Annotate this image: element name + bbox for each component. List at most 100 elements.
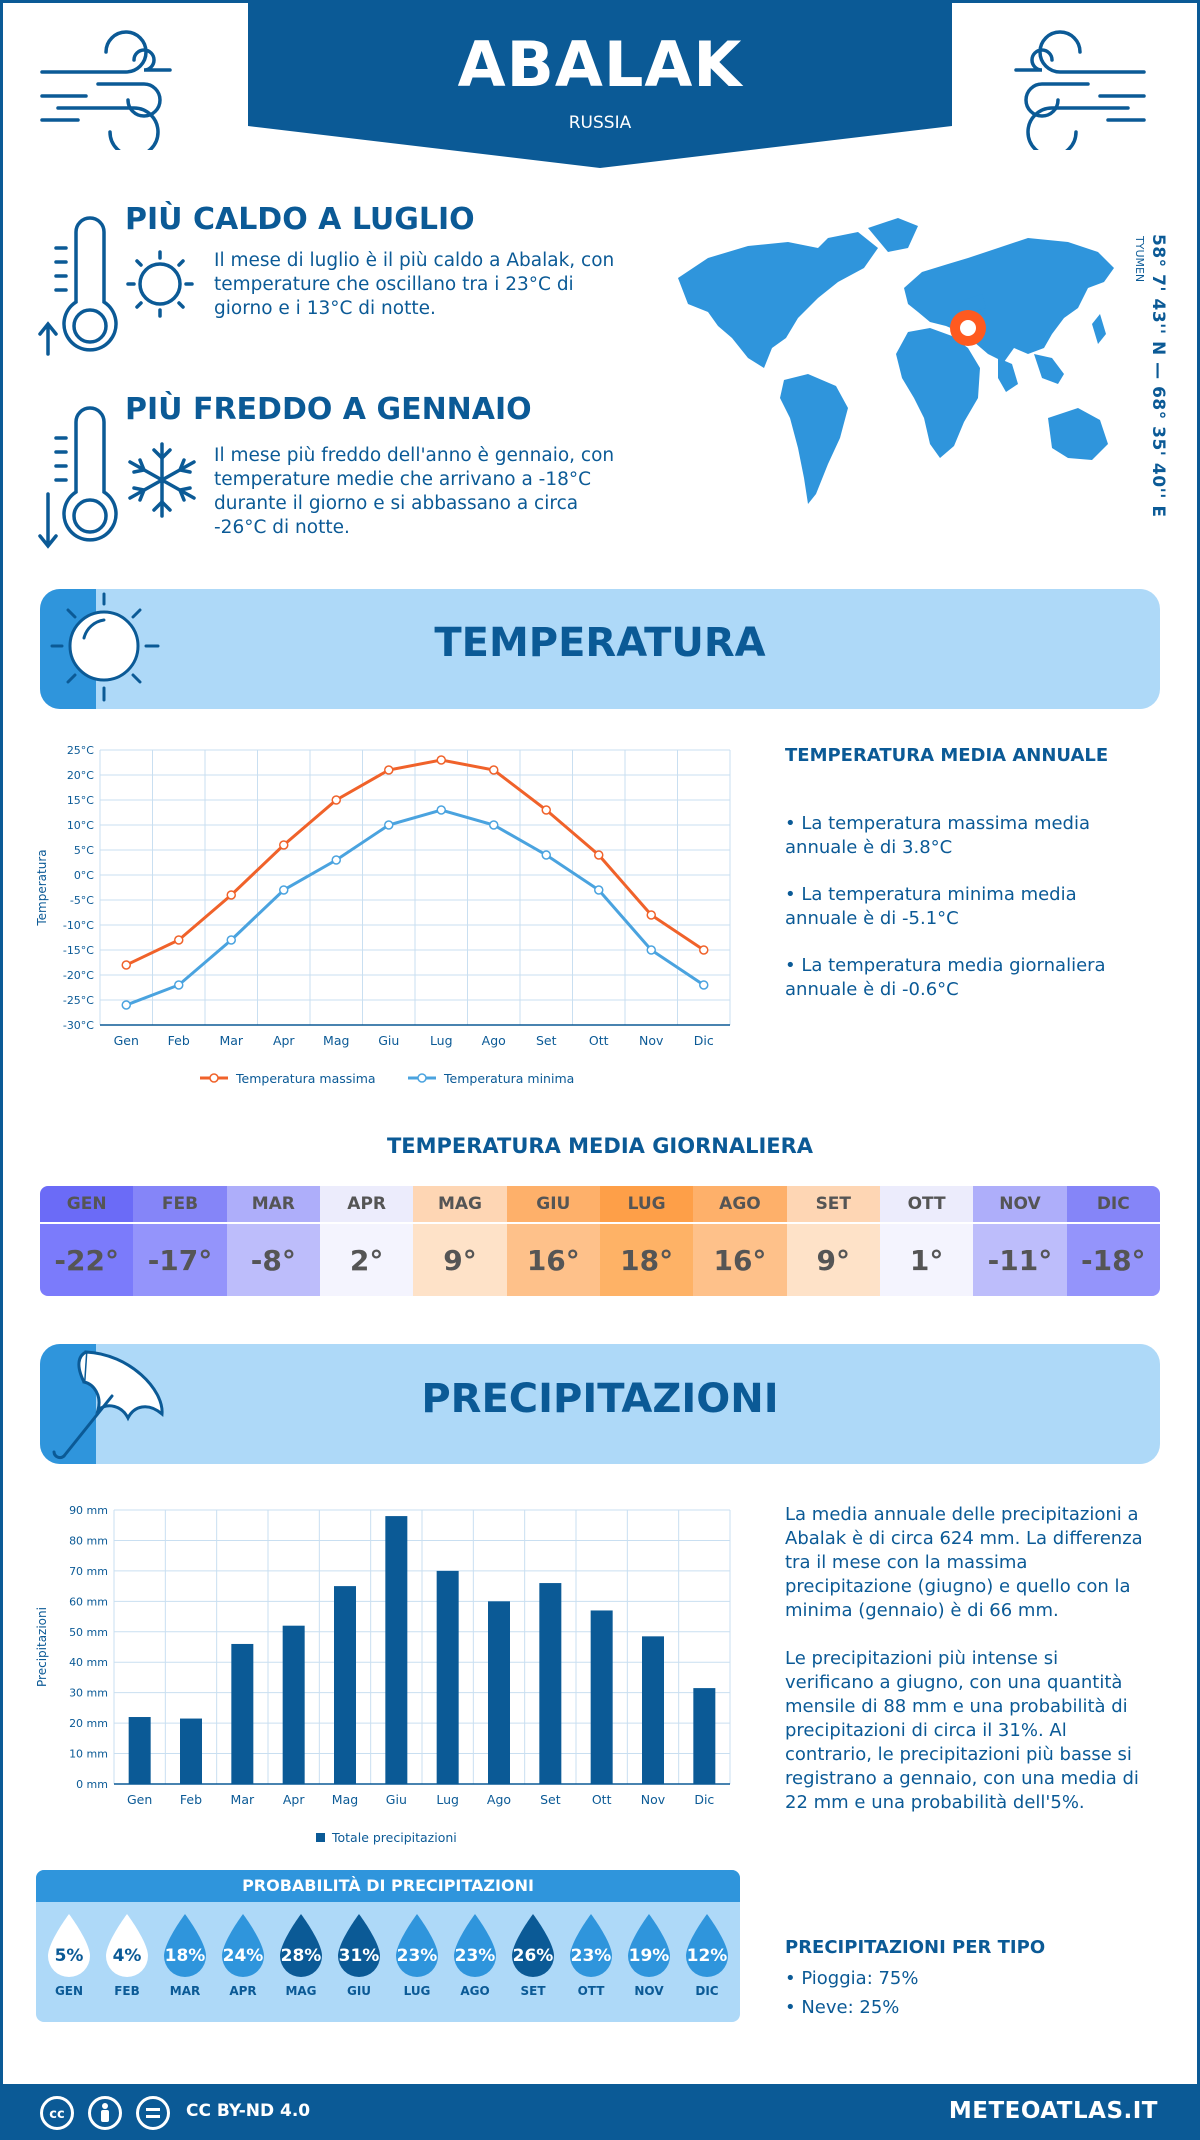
probability-item: 26% SET <box>504 1912 562 1998</box>
umbrella-rain-icon <box>52 1350 164 1460</box>
temperature-chart: 25°C 20°C 15°C 10°C 5°C 0°C -5°C -10°C -15°C -20°… <box>35 744 731 1086</box>
probability-item: 18% MAR <box>156 1912 214 1998</box>
month-label: LUG <box>599 1186 694 1224</box>
x-tick-label: Dic <box>694 1792 714 1807</box>
probability-month: MAR <box>169 1984 201 1998</box>
data-point <box>541 850 551 860</box>
header-banner <box>248 0 952 168</box>
month-column: MAR -8° <box>226 1186 320 1296</box>
raindrop-icon: 23% <box>392 1912 442 1978</box>
probability-value: 19% <box>628 1946 670 1966</box>
y-tick-label: -20°C <box>63 969 94 982</box>
probability-item: 4% FEB <box>98 1912 156 1998</box>
month-label: GIU <box>506 1186 600 1224</box>
month-column: APR 2° <box>319 1186 414 1296</box>
month-temperature: 16° <box>693 1224 787 1296</box>
precip-bar <box>385 1516 408 1784</box>
legend-label: Temperatura minima <box>443 1071 574 1086</box>
x-tick-label: Gen <box>127 1792 152 1807</box>
data-point <box>489 765 499 775</box>
precip-bar <box>642 1636 664 1784</box>
data-point <box>384 820 394 830</box>
precipitation-title: PRECIPITAZIONI <box>421 1376 779 1422</box>
data-point <box>594 885 604 895</box>
site-link[interactable]: METEOATLAS.IT <box>948 2098 1158 2124</box>
raindrop-icon: 5% <box>44 1912 94 1978</box>
probability-month: FEB <box>114 1984 140 1998</box>
month-column: LUG 18° <box>599 1186 694 1296</box>
cc-icon: cc <box>40 2096 74 2130</box>
y-tick-label: 60 mm <box>69 1595 108 1608</box>
raindrop-icon: 28% <box>276 1912 326 1978</box>
month-label: OTT <box>879 1186 974 1224</box>
month-temperature: 18° <box>599 1224 694 1296</box>
raindrop-icon: 19% <box>624 1912 674 1978</box>
month-column: OTT 1° <box>879 1186 974 1296</box>
probability-month: NOV <box>634 1984 664 1998</box>
month-temperature: 1° <box>879 1224 974 1296</box>
data-point <box>699 945 709 955</box>
month-column: GEN -22° <box>40 1186 134 1296</box>
coordinates: 58° 7' 43'' N — 68° 35' 40'' E <box>1148 234 1168 518</box>
month-temperature: -8° <box>226 1224 320 1296</box>
y-tick-label: 15°C <box>67 794 94 807</box>
probability-month: OTT <box>577 1984 605 1998</box>
y-tick-label: 25°C <box>67 744 94 757</box>
month-column: DIC -18° <box>1066 1186 1160 1296</box>
month-temperature: 9° <box>786 1224 880 1296</box>
cold-title: PIÙ FREDDO A GENNAIO <box>125 392 532 427</box>
precip-bar <box>180 1718 202 1784</box>
legend-label: Totale precipitazioni <box>331 1830 457 1845</box>
y-tick-label: 20 mm <box>69 1717 108 1730</box>
wind-icon <box>1014 30 1146 150</box>
precipitation-probability-box: PROBABILITÀ DI PRECIPITAZIONI 5% GEN 4% FEB… <box>36 1870 740 2022</box>
x-tick-label: Ott <box>592 1792 612 1807</box>
y-tick-label: 50 mm <box>69 1626 108 1639</box>
x-tick-label: Mar <box>219 1033 243 1048</box>
sun-icon <box>50 592 160 702</box>
probability-item: 31% GIU <box>330 1912 388 1998</box>
probability-value: 26% <box>512 1946 554 1966</box>
raindrop-icon: 23% <box>566 1912 616 1978</box>
hot-title: PIÙ CALDO A LUGLIO <box>125 202 475 237</box>
data-point <box>541 805 551 815</box>
y-tick-label: 20°C <box>67 769 94 782</box>
month-column: NOV -11° <box>973 1186 1067 1296</box>
month-temperature: -18° <box>1066 1224 1160 1296</box>
y-tick-label: -15°C <box>63 944 94 957</box>
hot-text: Il mese di luglio è il più caldo a Abala… <box>214 250 615 319</box>
probability-value: 31% <box>338 1946 380 1966</box>
probability-value: 18% <box>164 1946 206 1966</box>
precipitation-chart: 90 mm 80 mm 70 mm 60 mm 50 mm 40 mm 30 mm 20 mm… <box>35 1504 731 1845</box>
month-column: GIU 16° <box>506 1186 600 1296</box>
precip-bar <box>231 1643 254 1784</box>
raindrop-icon: 31% <box>334 1912 384 1978</box>
precip-bar <box>334 1586 356 1784</box>
month-label: DIC <box>1066 1186 1160 1224</box>
month-column: AGO 16° <box>693 1186 787 1296</box>
month-label: APR <box>319 1186 414 1224</box>
probability-item: 19% NOV <box>620 1912 678 1998</box>
data-point <box>646 945 656 955</box>
x-tick-label: Ago <box>487 1792 511 1807</box>
y-tick-label: 10 mm <box>69 1748 108 1761</box>
month-label: FEB <box>133 1186 227 1224</box>
x-tick-label: Mag <box>332 1792 358 1807</box>
y-axis-label: Precipitazioni <box>35 1607 49 1687</box>
y-tick-label: -30°C <box>63 1019 94 1032</box>
precipitation-header <box>40 1344 1160 1464</box>
data-point <box>489 820 499 830</box>
probability-month: GIU <box>346 1984 372 1998</box>
precip-bar <box>436 1570 459 1784</box>
x-tick-label: Giu <box>386 1792 407 1807</box>
y-tick-label: 30 mm <box>69 1687 108 1700</box>
daily-temperature-title: TEMPERATURA MEDIA GIORNALIERA <box>386 1134 814 1158</box>
y-tick-label: 0°C <box>74 869 94 882</box>
raindrop-icon: 12% <box>682 1912 732 1978</box>
no-derivatives-icon <box>136 2096 170 2130</box>
month-temperature: -22° <box>40 1224 134 1296</box>
precip-bar <box>539 1583 562 1784</box>
data-point <box>174 980 184 990</box>
thermometer-snowflake-icon <box>38 406 196 549</box>
precipitation-detail: Le precipitazioni più intense si verific… <box>785 1648 1139 1813</box>
